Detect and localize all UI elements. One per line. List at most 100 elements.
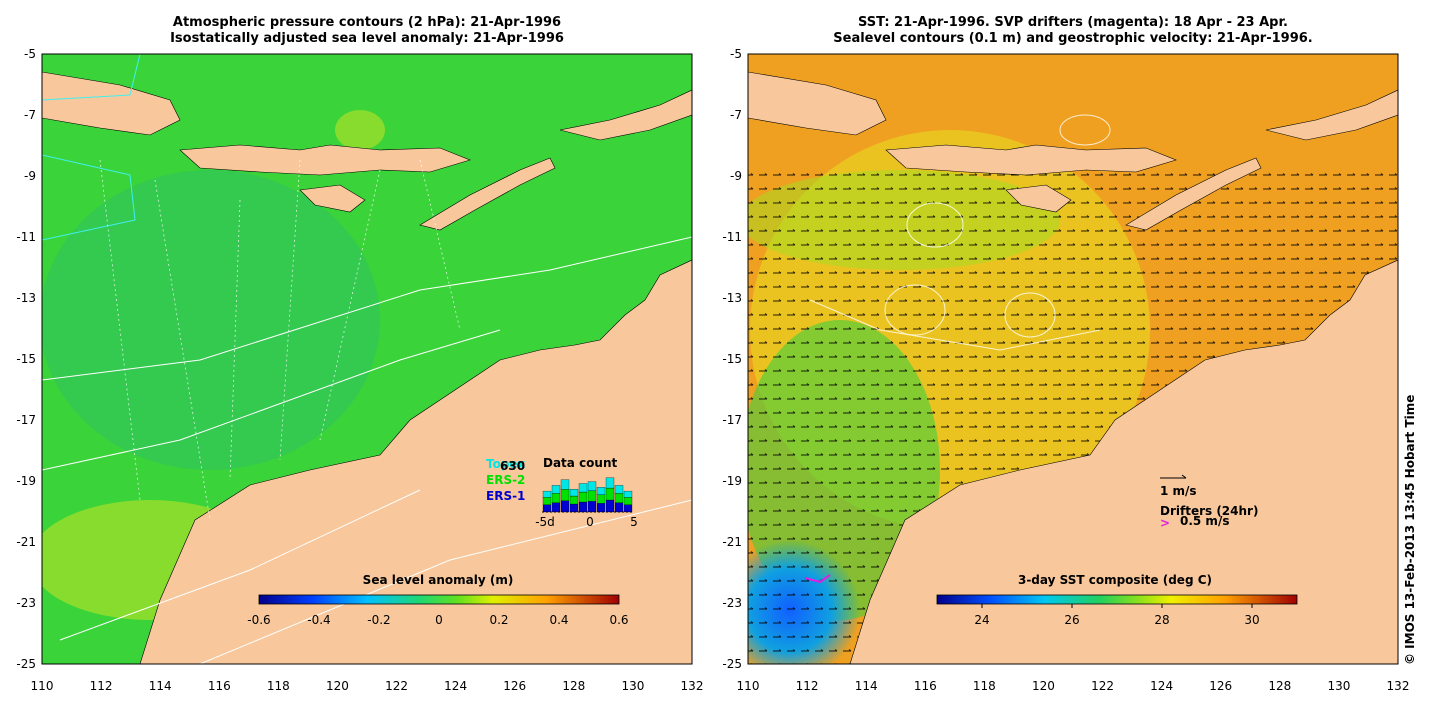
drifter-track (804, 574, 831, 584)
left-cyan-contours (42, 54, 141, 241)
left-australia (139, 259, 692, 664)
right-map (748, 54, 1398, 664)
left-lon-tick: 120 (326, 679, 349, 693)
histogram-bar (587, 490, 597, 502)
histogram-bar (587, 481, 597, 491)
left-lon-tick: 116 (208, 679, 231, 693)
legend-count-value: 630 (500, 459, 525, 473)
histogram-bar (551, 485, 561, 494)
right-colorbar-gradient (936, 594, 1298, 605)
right-lon-tick: 118 (973, 679, 996, 693)
left-timor (419, 157, 556, 231)
histogram-bar (605, 477, 615, 489)
histogram-bar (614, 485, 624, 494)
histogram-bar (623, 497, 633, 505)
histogram-bar (569, 489, 579, 497)
histogram-bar (569, 495, 579, 505)
left-lat-tick: -19 (16, 474, 36, 488)
left-java (42, 71, 181, 136)
right-lon-tick: 112 (796, 679, 819, 693)
histogram-bar (587, 501, 597, 513)
velocity-scale-label: 1 m/s (1160, 484, 1197, 498)
histogram-bar (596, 494, 606, 504)
left-map (42, 54, 692, 664)
right-lon-tick: 130 (1327, 679, 1350, 693)
left-lat-tick: -9 (24, 169, 36, 183)
right-sealevel-contours (809, 114, 1111, 351)
left-legend: Topex 630 ERS-2 ERS-1 Data count -5d 0 5 (486, 456, 638, 529)
left-title: Atmospheric pressure contours (2 hPa): 2… (42, 15, 692, 47)
left-altimeter-tracks (99, 159, 461, 521)
histogram-tick-3: 5 (630, 515, 638, 529)
histogram-bar (560, 479, 570, 490)
left-colorbar-tick: 0.4 (549, 613, 568, 627)
histogram-bar (542, 504, 552, 513)
histogram-bar (569, 503, 579, 513)
histogram-bar (551, 493, 561, 503)
left-title-line2: Isostatically adjusted sea level anomaly… (170, 31, 564, 46)
left-lat-tick: -23 (16, 596, 36, 610)
right-colorbar-tick: 24 (974, 613, 989, 627)
right-colorbar-label: 3-day SST composite (deg C) (1018, 573, 1212, 587)
histogram-bar (578, 501, 588, 513)
histogram-bar (578, 483, 588, 493)
drifter-speed: 0.5 m/s (1180, 514, 1229, 528)
right-lat-tick: -15 (722, 352, 742, 366)
right-colorbar: 3-day SST composite (deg C) (936, 573, 1298, 605)
histogram-bar (614, 502, 624, 513)
legend-sat1: Topex (486, 457, 526, 471)
histogram-bar (605, 487, 615, 501)
copyright-credit: © IMOS 13-Feb-2013 13:45 Hobart Time (1403, 394, 1417, 665)
axis-ticks: -5 -7 -9 -11 -13 -15 -17 -19 -21 -23 -25 110 112 114 1… (16, 47, 1409, 693)
left-lon-tick: 114 (149, 679, 172, 693)
right-timor (1125, 157, 1262, 231)
right-lon-tick: 114 (855, 679, 878, 693)
right-lon-tick: 126 (1209, 679, 1232, 693)
right-lat-tick: -13 (722, 291, 742, 305)
right-lat-tick: -7 (730, 108, 742, 122)
histogram-bar (596, 487, 606, 495)
left-map-frame (41, 53, 693, 665)
left-colorbar-tick: -0.2 (367, 613, 390, 627)
drifters-label: Drifters (24hr) (1160, 504, 1258, 518)
histogram-tick-2: 0 (586, 515, 594, 529)
right-colorbar-tick: 26 (1064, 613, 1079, 627)
histogram-bar (542, 497, 552, 505)
left-pressure-contours (42, 236, 692, 664)
right-title-line1: SST: 21-Apr-1996. SVP drifters (magenta)… (858, 15, 1288, 30)
left-lat-tick: -11 (16, 230, 36, 244)
right-lesser-sunda (885, 144, 1177, 176)
left-title-line1: Atmospheric pressure contours (2 hPa): 2… (172, 15, 562, 30)
data-count-histogram (542, 477, 633, 513)
left-colorbar-tick: 0.2 (489, 613, 508, 627)
histogram-bar (578, 491, 588, 503)
histogram-bar (560, 489, 570, 501)
left-lon-tick: 128 (562, 679, 585, 693)
left-lon-tick: 118 (267, 679, 290, 693)
left-lat-tick: -13 (16, 291, 36, 305)
right-lon-tick: 128 (1268, 679, 1291, 693)
right-map-frame (747, 53, 1399, 665)
left-lon-tick: 124 (444, 679, 467, 693)
left-lon-tick: 112 (90, 679, 113, 693)
left-lat-tick: -21 (16, 535, 36, 549)
right-lon-tick: 116 (914, 679, 937, 693)
histogram-bar (596, 503, 606, 513)
left-colorbar-tick: 0 (435, 613, 443, 627)
left-sumba (299, 184, 366, 213)
right-eastern-islands (1265, 89, 1398, 141)
right-lon-tick: 122 (1091, 679, 1114, 693)
histogram-bar (605, 499, 615, 513)
histogram-bar (560, 500, 570, 513)
histogram-bar (551, 502, 561, 513)
drifter-marker: > (1160, 516, 1170, 530)
left-lon-tick: 122 (385, 679, 408, 693)
legend-data-count-label: Data count (543, 456, 618, 470)
legend-sat2: ERS-2 (486, 473, 525, 487)
right-sumba (1005, 184, 1072, 213)
right-java (748, 71, 887, 136)
left-lon-tick: 130 (621, 679, 644, 693)
right-lon-tick: 110 (737, 679, 760, 693)
velocity-scale: 1 m/s (1160, 474, 1197, 498)
